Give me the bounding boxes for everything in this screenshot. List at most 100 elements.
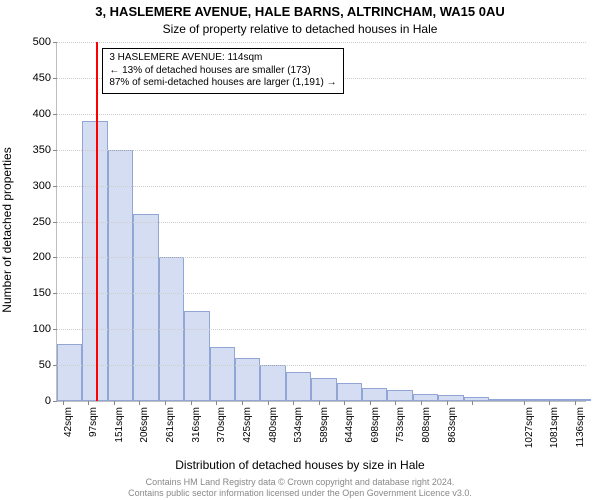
- y-tick-label: 150: [33, 287, 51, 299]
- x-tick-mark: [165, 401, 166, 405]
- histogram-bar: [362, 388, 387, 401]
- chart-title: 3, HASLEMERE AVENUE, HALE BARNS, ALTRINC…: [0, 4, 600, 19]
- gridline: [57, 293, 586, 294]
- gridline: [57, 150, 586, 151]
- gridline: [57, 186, 586, 187]
- x-tick-mark: [319, 401, 320, 405]
- histogram-bar: [311, 378, 336, 401]
- x-tick-label: 370sqm: [216, 407, 227, 443]
- footer-line-1: Contains HM Land Registry data © Crown c…: [0, 477, 600, 487]
- histogram-bar: [286, 372, 311, 401]
- x-tick-label: 97sqm: [88, 407, 99, 437]
- histogram-bar: [108, 150, 133, 401]
- x-tick-label: 808sqm: [421, 407, 432, 443]
- x-tick-mark: [88, 401, 89, 405]
- footer-line-2: Contains public sector information licen…: [0, 488, 600, 498]
- x-tick-label: 753sqm: [395, 407, 406, 443]
- histogram-bar: [464, 397, 489, 401]
- y-tick-mark: [53, 222, 57, 223]
- y-tick-mark: [53, 329, 57, 330]
- annotation-box: 3 HASLEMERE AVENUE: 114sqm← 13% of detac…: [102, 48, 343, 94]
- x-tick-mark: [268, 401, 269, 405]
- y-tick-mark: [53, 257, 57, 258]
- x-tick-mark: [575, 401, 576, 405]
- x-tick-label: 863sqm: [447, 407, 458, 443]
- x-tick-mark: [472, 401, 473, 405]
- histogram-bar: [540, 399, 565, 401]
- x-tick-label: 316sqm: [191, 407, 202, 443]
- histogram-bar: [413, 394, 438, 401]
- footer-attribution: Contains HM Land Registry data © Crown c…: [0, 477, 600, 498]
- x-tick-label: 480sqm: [268, 407, 279, 443]
- x-tick-label: 644sqm: [344, 407, 355, 443]
- annotation-line-3: 87% of semi-detached houses are larger (…: [109, 77, 336, 90]
- y-tick-label: 350: [33, 144, 51, 156]
- y-tick-label: 100: [33, 323, 51, 335]
- y-tick-label: 400: [33, 108, 51, 120]
- x-tick-mark: [421, 401, 422, 405]
- x-tick-mark: [293, 401, 294, 405]
- y-tick-mark: [53, 293, 57, 294]
- y-tick-mark: [53, 401, 57, 402]
- x-tick-mark: [191, 401, 192, 405]
- histogram-bar: [82, 121, 107, 401]
- histogram-bar: [515, 399, 540, 401]
- x-tick-mark: [447, 401, 448, 405]
- x-tick-mark: [344, 401, 345, 405]
- x-tick-mark: [370, 401, 371, 405]
- x-tick-label: 698sqm: [370, 407, 381, 443]
- x-tick-mark: [524, 401, 525, 405]
- chart-subtitle: Size of property relative to detached ho…: [0, 22, 600, 36]
- x-tick-label: 1081sqm: [549, 407, 560, 448]
- histogram-bar: [57, 344, 82, 401]
- x-tick-label: 151sqm: [114, 407, 125, 443]
- y-tick-mark: [53, 365, 57, 366]
- x-tick-mark: [114, 401, 115, 405]
- y-tick-label: 0: [45, 395, 51, 407]
- plot-area: 05010015020025030035040045050042sqm97sqm…: [56, 42, 586, 402]
- gridline: [57, 329, 586, 330]
- x-tick-mark: [549, 401, 550, 405]
- gridline: [57, 42, 586, 43]
- x-tick-label: 1027sqm: [524, 407, 535, 448]
- y-tick-mark: [53, 78, 57, 79]
- x-tick-label: 42sqm: [63, 407, 74, 437]
- reference-line: [96, 42, 98, 401]
- gridline: [57, 222, 586, 223]
- x-tick-label: 261sqm: [165, 407, 176, 443]
- gridline: [57, 365, 586, 366]
- x-tick-mark: [216, 401, 217, 405]
- y-tick-label: 500: [33, 36, 51, 48]
- histogram-bar: [210, 347, 235, 401]
- x-tick-mark: [395, 401, 396, 405]
- histogram-bar: [565, 399, 590, 401]
- gridline: [57, 257, 586, 258]
- x-tick-mark: [139, 401, 140, 405]
- x-axis-label: Distribution of detached houses by size …: [0, 458, 600, 472]
- histogram-bar: [184, 311, 209, 401]
- annotation-line-1: 3 HASLEMERE AVENUE: 114sqm: [109, 52, 336, 65]
- y-tick-label: 200: [33, 251, 51, 263]
- histogram-bar: [133, 214, 158, 401]
- histogram-bar: [438, 395, 463, 401]
- chart-container: 3, HASLEMERE AVENUE, HALE BARNS, ALTRINC…: [0, 0, 600, 500]
- histogram-bar: [260, 365, 285, 401]
- y-tick-mark: [53, 150, 57, 151]
- annotation-line-2: ← 13% of detached houses are smaller (17…: [109, 65, 336, 78]
- gridline: [57, 114, 586, 115]
- y-tick-mark: [53, 114, 57, 115]
- x-tick-label: 1136sqm: [575, 407, 586, 447]
- y-axis-label: Number of detached properties: [0, 40, 14, 420]
- y-tick-label: 300: [33, 180, 51, 192]
- x-tick-label: 534sqm: [293, 407, 304, 443]
- x-tick-label: 206sqm: [139, 407, 150, 443]
- x-tick-label: 425sqm: [242, 407, 253, 443]
- x-tick-mark: [63, 401, 64, 405]
- histogram-bar: [337, 383, 362, 401]
- x-tick-label: 589sqm: [319, 407, 330, 443]
- y-tick-label: 50: [39, 359, 51, 371]
- y-tick-label: 450: [33, 72, 51, 84]
- x-tick-mark: [242, 401, 243, 405]
- y-tick-mark: [53, 186, 57, 187]
- histogram-bar: [489, 399, 514, 401]
